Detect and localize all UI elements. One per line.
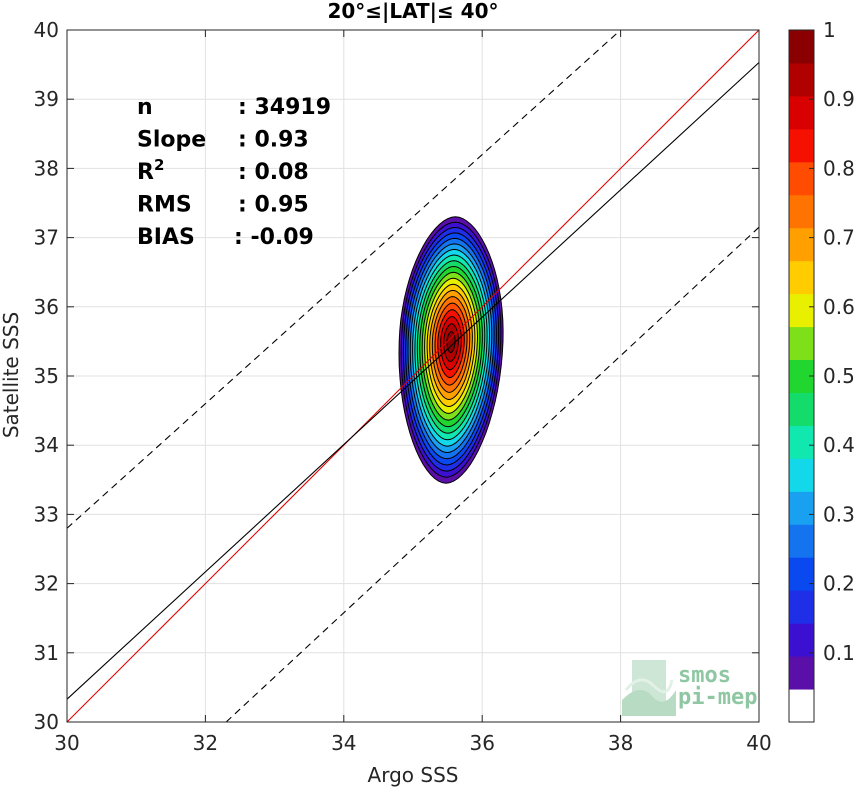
colorbar-segment [789,128,814,163]
colorbar: 0.1 0.2 0.3 0.4 0.5 0.6 0.7 0.8 0.9 1 [788,18,855,723]
axes: 30 32 34 36 38 40 30 31 32 33 34 35 36 37 38 39 40 [34,18,772,755]
x-tick-label: 36 [469,731,494,755]
colorbar-segment [789,524,814,558]
colorbar-tick-label: 0.6 [823,295,855,319]
colorbar-segment [789,458,814,492]
colorbar-segment [789,95,814,130]
colorbar-tick-label: 0.5 [823,364,855,388]
stat-value-bias: : -0.09 [234,225,314,250]
colorbar-tick-label: 0.9 [823,87,855,111]
colorbar-segment [789,425,814,459]
y-tick-label: 36 [34,295,59,319]
one-to-one-line [66,29,760,723]
y-tick-label: 31 [34,641,59,665]
y-tick-label: 37 [34,226,59,250]
colorbar-segment [789,260,814,295]
colorbar-tick-label: 0.4 [823,433,855,457]
x-tick-label: 30 [54,731,79,755]
regression-line [66,62,760,700]
y-tick-label: 39 [34,87,59,111]
y-tick-label: 40 [34,18,59,42]
colorbar-tick-label: 0.1 [823,641,855,665]
stat-value-rms: : 0.95 [238,193,309,218]
colorbar-segment [789,557,814,591]
density-contours [398,216,504,484]
colorbar-segment [789,590,814,624]
colorbar-segment [789,30,814,64]
logo-text-smos: smos [678,663,731,688]
x-tick-label: 38 [608,731,633,755]
upper-bound-line [66,29,621,529]
stat-value-n: : 34919 [238,95,331,120]
colorbar-tick-label: 0.8 [823,156,855,180]
stat-value-r: : 0.08 [238,160,309,185]
stat-value-slope: : 0.93 [238,128,309,153]
colorbar-tick-label: 0.3 [823,502,855,526]
colorbar-tick-label: 1 [823,18,836,42]
smos-pimep-logo: smos pi-mep [622,660,757,716]
colorbar-tick-label: 0.7 [823,226,855,250]
y-tick-label: 38 [34,156,59,180]
colorbar-segment [789,656,814,690]
reference-lines [66,29,760,723]
stat-key-rms: RMS [137,193,192,218]
stats-box: n : 34919 Slope : 0.93 R2 : 0.08 RMS : 0.95 BIAS… [137,95,331,250]
stat-key-slope: Slope [137,128,206,153]
colorbar-segment [789,194,814,229]
stat-key-bias: BIAS [137,225,195,250]
colorbar-segment [789,227,814,262]
colorbar-segment [789,392,814,426]
x-tick-label: 34 [331,731,356,755]
colorbar-segment [789,161,814,196]
colorbar-segment [789,623,814,657]
colorbar-segment [789,326,814,361]
lower-bound-line [225,226,760,723]
colorbar-segment [789,293,814,328]
x-tick-label: 32 [193,731,218,755]
colorbar-segment [789,491,814,525]
logo-wave-graphic [622,660,676,716]
stat-key-r: R2 [137,156,164,185]
y-tick-label: 33 [34,502,59,526]
stat-key-n: n [137,95,153,120]
y-tick-label: 32 [34,572,59,596]
colorbar-segment [789,689,814,723]
y-tick-label: 34 [34,433,59,457]
logo-text-pimep: pi-mep [678,685,757,710]
x-axis-label: Argo SSS [368,763,459,787]
x-tick-label: 40 [746,731,771,755]
y-axis-label: Satellite SSS [0,312,23,438]
colorbar-tick-label: 0.2 [823,572,855,596]
colorbar-segment [789,62,814,97]
chart-title: 20°≤|LAT|≤ 40° [327,0,498,23]
y-tick-label: 30 [34,710,59,734]
y-tick-label: 35 [34,364,59,388]
